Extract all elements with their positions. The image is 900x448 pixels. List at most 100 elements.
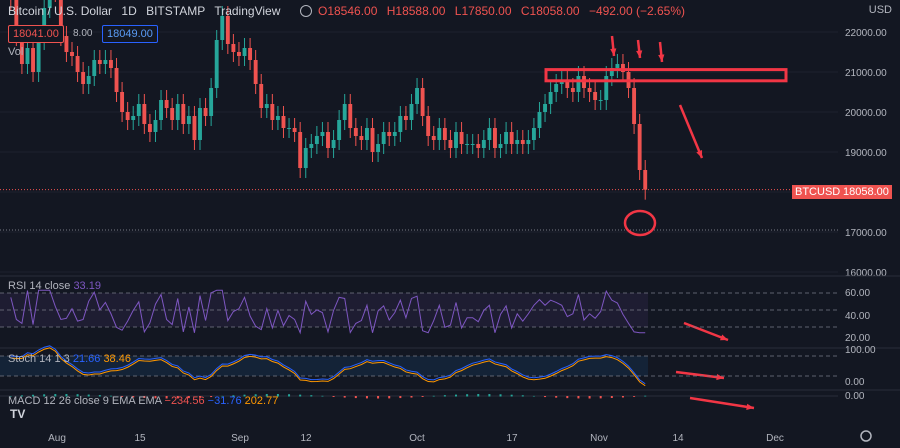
trend-arrow-main	[678, 104, 704, 159]
candle-body	[109, 60, 113, 68]
candle-body	[431, 136, 436, 140]
candle-body	[465, 144, 470, 145]
rsi-legend: RSI 14 close 33.19	[8, 280, 101, 292]
macd-hist-bar	[32, 394, 35, 397]
macd-hist-bar	[321, 395, 324, 397]
candle-body	[242, 48, 247, 56]
candle-body	[515, 140, 520, 144]
macd-hist-bar	[176, 396, 179, 399]
candle-body	[376, 144, 381, 152]
trend-arrow-rsi-head	[720, 334, 728, 341]
currency-label[interactable]: USD	[868, 4, 892, 16]
candle-body	[58, 0, 63, 36]
candle-body	[164, 100, 169, 108]
candle-body	[632, 88, 637, 124]
candle-body	[225, 16, 230, 44]
open-value: O18546.00	[318, 4, 378, 18]
macd-tick: 0.00	[845, 391, 865, 402]
macd-hist-bar	[388, 396, 391, 399]
stoch-legend: Stoch 14 1 3 21.66 38.46	[8, 353, 131, 365]
candle-body	[136, 104, 141, 116]
x-tick-label: 12	[300, 433, 312, 444]
rsi-label: RSI 14 close	[8, 280, 71, 292]
macd-hist-bar	[121, 396, 124, 397]
candle-body	[47, 0, 52, 8]
candle-body	[314, 136, 319, 144]
visibility-eye-icon[interactable]	[300, 5, 312, 17]
candle-body	[448, 140, 453, 148]
macd-hist-bar	[65, 394, 68, 397]
candle-body	[70, 52, 74, 56]
macd-hist-bar	[621, 396, 624, 398]
x-tick-label: Nov	[590, 433, 608, 444]
candle-body	[81, 72, 86, 84]
close-value: C18058.00	[520, 4, 580, 18]
candle-body	[181, 104, 186, 124]
stoch-k-line	[10, 345, 646, 385]
candle-body	[131, 116, 136, 120]
x-tick-label: 17	[506, 433, 518, 444]
macd-hist-bar	[443, 395, 446, 397]
macd-hist-bar	[276, 394, 279, 397]
macd-hist-bar	[87, 394, 90, 397]
candle-body	[303, 148, 308, 168]
candle-body	[259, 84, 264, 108]
candle-body	[103, 60, 108, 64]
candle-body	[609, 68, 614, 76]
candle-body	[504, 132, 509, 144]
candle-body	[125, 112, 130, 120]
y-tick-label: 19000.00	[845, 148, 887, 159]
macd-hist-bar	[432, 395, 435, 397]
candle-body	[487, 128, 492, 140]
candle-body	[381, 132, 386, 144]
candle-body	[459, 132, 464, 144]
y-tick-label: 22000.00	[845, 28, 887, 39]
high-value: H18588.00	[386, 4, 446, 18]
low-value: L17850.00	[454, 4, 512, 18]
macd-hist-bar	[377, 396, 380, 399]
trend-arrow-stoch	[675, 370, 725, 380]
sell-button[interactable]: 18041.00	[8, 25, 64, 43]
stoch-label: Stoch 14 1 3	[8, 353, 70, 365]
candle-body	[14, 0, 19, 36]
settings-gear-icon[interactable]	[860, 430, 872, 442]
candle-body	[220, 16, 225, 40]
macd-hist-bar	[143, 396, 146, 399]
candle-body	[593, 92, 598, 100]
x-tick-label: Oct	[409, 433, 425, 444]
candle-body	[231, 44, 236, 52]
x-tick-label: 15	[134, 433, 146, 444]
candle-body	[370, 128, 375, 152]
x-tick-label: Dec	[766, 433, 784, 444]
buy-button[interactable]: 18049.00	[102, 25, 158, 43]
trend-arrow-macd-head	[746, 403, 754, 410]
macd-hist-bar	[555, 396, 558, 398]
macd-hist-bar	[232, 395, 235, 397]
candle-body	[554, 84, 559, 92]
symbol-name[interactable]: Bitcoin / U.S. Dollar	[8, 4, 113, 18]
trend-arrow-macd	[689, 396, 755, 410]
candle-body	[621, 64, 625, 72]
macd-hist-bar	[610, 396, 613, 399]
candle-body	[198, 108, 202, 140]
candle-body	[403, 116, 408, 120]
macd-hist-bar	[499, 394, 502, 397]
candle-body	[320, 132, 325, 136]
candle-body	[498, 144, 503, 148]
macd-hist-bar	[221, 395, 224, 397]
candle-body	[470, 144, 475, 145]
candle-body	[264, 104, 269, 108]
change-value: −492.00 (−2.65%)	[588, 4, 686, 18]
candle-body	[186, 116, 191, 124]
candle-body	[337, 120, 342, 140]
candle-body	[175, 104, 180, 120]
candle-body	[64, 36, 69, 52]
macd-hist-bar	[566, 396, 569, 399]
stoch-k-value: 21.66	[72, 353, 101, 365]
macd-hist-bar	[310, 395, 313, 397]
macd-hist-bar	[199, 396, 201, 398]
candle-body	[170, 108, 175, 120]
candle-body	[437, 128, 442, 140]
interval[interactable]: 1D	[121, 4, 137, 18]
